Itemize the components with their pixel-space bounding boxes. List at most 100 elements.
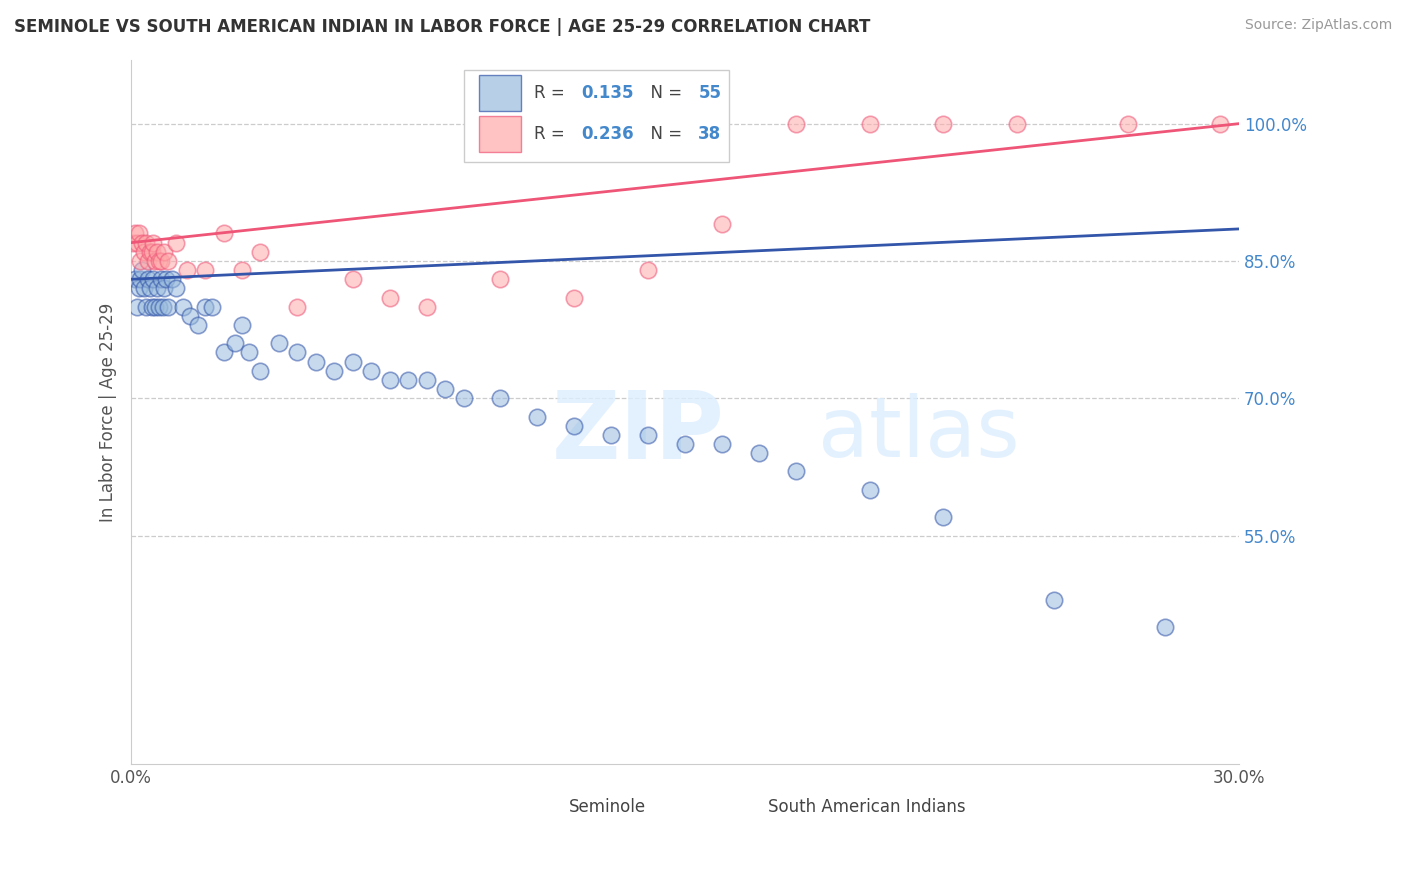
Point xyxy=(378,291,401,305)
Text: N =: N = xyxy=(640,84,688,102)
Point xyxy=(1043,592,1066,607)
Point xyxy=(134,244,156,259)
Point xyxy=(122,235,145,250)
Point xyxy=(238,345,260,359)
Point xyxy=(231,263,253,277)
Text: R =: R = xyxy=(534,84,571,102)
Point xyxy=(932,510,955,524)
Point xyxy=(128,281,150,295)
Point xyxy=(142,272,165,286)
Point xyxy=(165,235,187,250)
Point xyxy=(187,318,209,332)
Point xyxy=(194,300,217,314)
Text: 0.236: 0.236 xyxy=(581,125,634,143)
Text: N =: N = xyxy=(640,125,688,143)
Point xyxy=(172,300,194,314)
FancyBboxPatch shape xyxy=(725,796,763,820)
Point xyxy=(287,300,309,314)
Point xyxy=(157,300,180,314)
Point xyxy=(153,281,176,295)
Point xyxy=(124,272,146,286)
Point xyxy=(212,345,235,359)
Point xyxy=(138,244,160,259)
Point xyxy=(131,263,153,277)
Point xyxy=(152,300,174,314)
Point xyxy=(249,364,271,378)
Point xyxy=(305,354,328,368)
Point xyxy=(135,300,157,314)
FancyBboxPatch shape xyxy=(479,76,522,112)
Point xyxy=(135,235,157,250)
Point xyxy=(562,291,585,305)
Point xyxy=(136,254,159,268)
FancyBboxPatch shape xyxy=(527,796,564,820)
Point xyxy=(785,117,807,131)
Point xyxy=(124,227,146,241)
Text: atlas: atlas xyxy=(818,392,1019,474)
Point xyxy=(128,227,150,241)
Point xyxy=(136,272,159,286)
Text: 0.135: 0.135 xyxy=(581,84,634,102)
Point xyxy=(323,364,346,378)
Point xyxy=(176,263,198,277)
Point xyxy=(148,254,170,268)
Point xyxy=(153,244,176,259)
FancyBboxPatch shape xyxy=(464,70,730,161)
Point xyxy=(143,300,166,314)
Point xyxy=(142,235,165,250)
Point xyxy=(858,117,880,131)
Point xyxy=(179,309,201,323)
Point xyxy=(141,300,163,314)
Point xyxy=(378,373,401,387)
Point xyxy=(201,300,224,314)
Point xyxy=(155,272,177,286)
Point xyxy=(1007,117,1029,131)
Point xyxy=(157,254,180,268)
Point xyxy=(1154,620,1177,634)
Point xyxy=(710,218,733,232)
Point xyxy=(600,428,623,442)
Point xyxy=(129,254,152,268)
Text: Source: ZipAtlas.com: Source: ZipAtlas.com xyxy=(1244,18,1392,32)
Point xyxy=(342,272,364,286)
Point xyxy=(125,300,148,314)
Point xyxy=(146,244,169,259)
Point xyxy=(194,263,217,277)
Point xyxy=(143,254,166,268)
Point xyxy=(748,446,770,460)
Point xyxy=(249,244,271,259)
Point xyxy=(415,300,437,314)
Point xyxy=(342,354,364,368)
Point xyxy=(141,244,163,259)
Text: South American Indians: South American Indians xyxy=(768,797,966,815)
Point xyxy=(212,227,235,241)
Point xyxy=(149,254,172,268)
Point xyxy=(637,263,659,277)
FancyBboxPatch shape xyxy=(479,116,522,152)
Point xyxy=(149,272,172,286)
Point xyxy=(785,465,807,479)
Text: Seminole: Seminole xyxy=(568,797,645,815)
Text: SEMINOLE VS SOUTH AMERICAN INDIAN IN LABOR FORCE | AGE 25-29 CORRELATION CHART: SEMINOLE VS SOUTH AMERICAN INDIAN IN LAB… xyxy=(14,18,870,36)
Point xyxy=(434,382,457,396)
Text: ZIP: ZIP xyxy=(553,387,725,479)
Point xyxy=(489,272,512,286)
Point xyxy=(146,281,169,295)
Point xyxy=(134,281,156,295)
Point xyxy=(129,272,152,286)
Point xyxy=(287,345,309,359)
Point xyxy=(453,391,475,405)
Text: 55: 55 xyxy=(699,84,721,102)
Point xyxy=(138,281,160,295)
Point xyxy=(489,391,512,405)
Point xyxy=(637,428,659,442)
Point xyxy=(224,336,246,351)
Point xyxy=(148,300,170,314)
Point xyxy=(165,281,187,295)
Point xyxy=(673,437,696,451)
Point xyxy=(1116,117,1139,131)
Point xyxy=(267,336,290,351)
Point xyxy=(131,235,153,250)
Point xyxy=(125,235,148,250)
Point xyxy=(1209,117,1232,131)
